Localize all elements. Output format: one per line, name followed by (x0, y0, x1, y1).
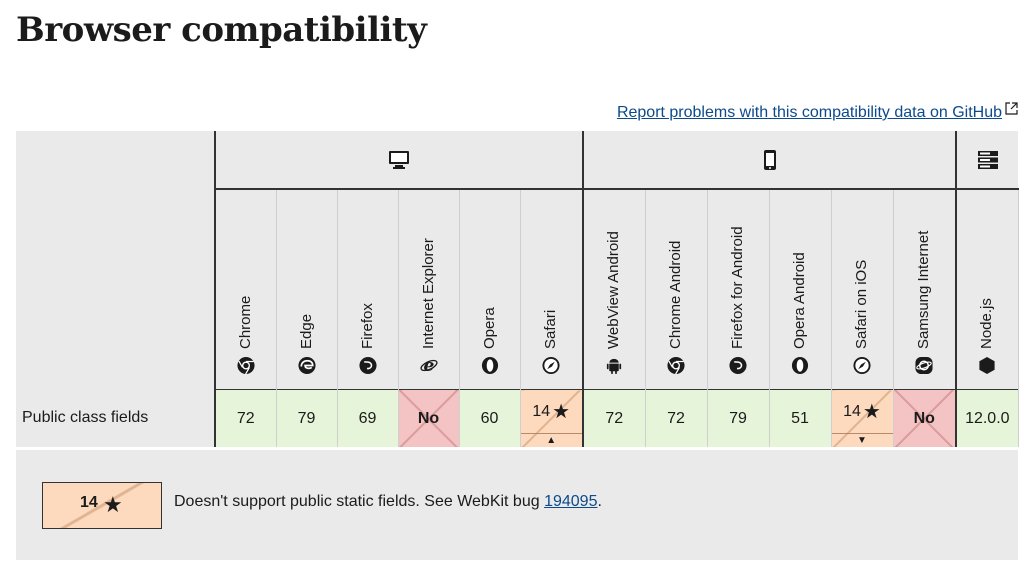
chrome-icon (236, 356, 255, 375)
support-version: 14 (843, 403, 861, 420)
server-icon (977, 150, 998, 169)
browser-header-chrome: Chrome (215, 189, 277, 390)
internet-explorer-icon: e (419, 356, 438, 376)
table-corner (16, 131, 216, 390)
browser-name: Edge (297, 313, 315, 349)
browser-header-safari: Safari (520, 189, 584, 390)
edge-icon (297, 356, 316, 375)
support-cell-node-js: 12.0.0 (956, 389, 1019, 447)
android-icon (605, 356, 624, 375)
support-value: 60 (480, 409, 499, 427)
browser-header-chrome-android: Chrome Android (645, 189, 708, 390)
support-cell-opera-android: 51 (769, 389, 832, 447)
browser-name: Opera Android (791, 252, 808, 349)
safari-icon (853, 356, 872, 375)
support-cell-samsung-internet: No (893, 389, 958, 447)
support-value: 72 (667, 409, 685, 427)
firefox-icon (358, 356, 377, 375)
firefox-icon (729, 356, 748, 375)
support-cell-safari-on-ios[interactable]: 14 ★ ▼ (831, 389, 894, 447)
browser-name: Chrome (236, 295, 254, 349)
browser-header-webview-android: WebView Android (583, 189, 646, 390)
browser-name: Safari (542, 309, 560, 349)
browser-header-samsung-internet: Samsung Internet (893, 189, 958, 390)
note-badge: 14 ★ (42, 482, 162, 529)
support-value: 72 (605, 409, 624, 427)
browser-header-firefox-for-android: Firefox for Android (707, 189, 770, 390)
support-cell-chrome-android: 72 (645, 389, 708, 447)
support-value: 51 (791, 409, 809, 427)
platform-desktop (215, 131, 584, 190)
browser-header-safari-on-ios: Safari on iOS (831, 189, 894, 390)
browser-header-internet-explorer: Internet Explorer e (398, 189, 460, 390)
expand-toggle-icon[interactable]: ▼ (831, 433, 893, 447)
support-cell-edge: 79 (276, 389, 338, 447)
webkit-bug-link[interactable]: 194095 (544, 493, 598, 510)
svg-text:e: e (423, 356, 434, 375)
collapse-toggle-icon[interactable]: ▲ (520, 433, 582, 447)
mobile-icon (763, 149, 776, 170)
nodejs-icon (978, 356, 997, 375)
browser-header-edge: Edge (276, 189, 338, 390)
support-value: 14 ★ (832, 399, 893, 424)
platform-server (956, 131, 1019, 190)
support-cell-chrome: 72 (215, 389, 277, 447)
feature-name: Public class fields (16, 389, 216, 447)
browser-name: Firefox (358, 303, 376, 349)
note-version: 14 (80, 494, 98, 511)
desktop-icon (389, 150, 409, 169)
browser-name: Node.js (978, 298, 996, 349)
opera-icon (480, 356, 499, 375)
support-value: No (417, 409, 440, 427)
browser-name: Opera (480, 307, 498, 349)
support-cell-safari[interactable]: 14 ★ ▲ (520, 389, 584, 447)
browser-name: Internet Explorer (419, 238, 437, 349)
support-value: No (913, 409, 935, 427)
browser-name: Samsung Internet (915, 230, 933, 349)
browser-name: Firefox for Android (729, 226, 746, 349)
external-link-icon (1005, 102, 1018, 115)
browser-name: Chrome Android (667, 240, 684, 349)
opera-icon (791, 356, 810, 375)
support-value: 69 (358, 409, 377, 427)
compat-table: Chrome Edge Firefox Internet Explorer e Opera… (16, 131, 1019, 447)
browser-header-opera: Opera (459, 189, 521, 390)
support-cell-internet-explorer: No (398, 389, 460, 447)
support-cell-firefox-for-android: 79 (707, 389, 770, 447)
support-cell-opera: 60 (459, 389, 521, 447)
support-value: 12.0.0 (965, 409, 1010, 427)
safari-icon (542, 356, 561, 375)
browser-name: WebView Android (605, 231, 623, 349)
support-cell-webview-android: 72 (583, 389, 646, 447)
platform-mobile (583, 131, 958, 190)
browser-name: Safari on iOS (853, 259, 870, 349)
browser-header-row: Chrome Edge Firefox Internet Explorer e Opera… (16, 189, 1019, 390)
browser-header-firefox: Firefox (337, 189, 399, 390)
support-value: 72 (236, 409, 255, 427)
note-text-after: . (597, 493, 602, 510)
support-value: 79 (297, 409, 316, 427)
support-value: 14 ★ (521, 399, 583, 424)
samsung-internet-icon (915, 356, 934, 375)
support-cell-firefox: 69 (337, 389, 399, 447)
support-value: 79 (729, 409, 747, 427)
platform-header-row (16, 131, 1019, 390)
note-text: Doesn't support public static fields. Se… (174, 493, 602, 511)
partial-star-icon: ★ (862, 401, 881, 423)
page-title: Browser compatibility (16, 10, 427, 50)
note-text-before: Doesn't support public static fields. Se… (174, 493, 540, 510)
support-version: 14 (532, 403, 551, 420)
report-problems-label: Report problems with this compatibility … (616, 104, 1002, 121)
report-problems-link[interactable]: Report problems with this compatibility … (617, 102, 1018, 122)
notes-panel: 14 ★ Doesn't support public static field… (16, 450, 1018, 560)
chrome-icon (667, 356, 686, 375)
partial-star-icon: ★ (103, 492, 123, 517)
feature-row: Public class fields 72 79 69 No 60 14 ★ ▲ 72 72 79… (16, 389, 1019, 447)
browser-header-node-js: Node.js (956, 189, 1019, 390)
browser-header-opera-android: Opera Android (769, 189, 832, 390)
partial-star-icon: ★ (552, 401, 571, 423)
